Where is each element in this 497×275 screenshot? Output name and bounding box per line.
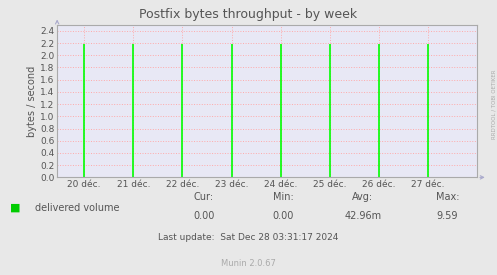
Y-axis label: bytes / second: bytes / second [27, 65, 37, 137]
Text: 42.96m: 42.96m [344, 211, 381, 221]
Text: Munin 2.0.67: Munin 2.0.67 [221, 260, 276, 268]
Text: Max:: Max: [435, 192, 459, 202]
Text: Last update:  Sat Dec 28 03:31:17 2024: Last update: Sat Dec 28 03:31:17 2024 [159, 233, 338, 242]
Text: Postfix bytes throughput - by week: Postfix bytes throughput - by week [140, 8, 357, 21]
Text: ■: ■ [10, 203, 20, 213]
Text: Cur:: Cur: [194, 192, 214, 202]
Text: 0.00: 0.00 [272, 211, 294, 221]
Text: delivered volume: delivered volume [35, 203, 119, 213]
Text: Min:: Min: [273, 192, 294, 202]
Text: 0.00: 0.00 [193, 211, 215, 221]
Text: Avg:: Avg: [352, 192, 373, 202]
Text: RRDTOOL / TOBI OETIKER: RRDTOOL / TOBI OETIKER [491, 70, 496, 139]
Text: 9.59: 9.59 [436, 211, 458, 221]
